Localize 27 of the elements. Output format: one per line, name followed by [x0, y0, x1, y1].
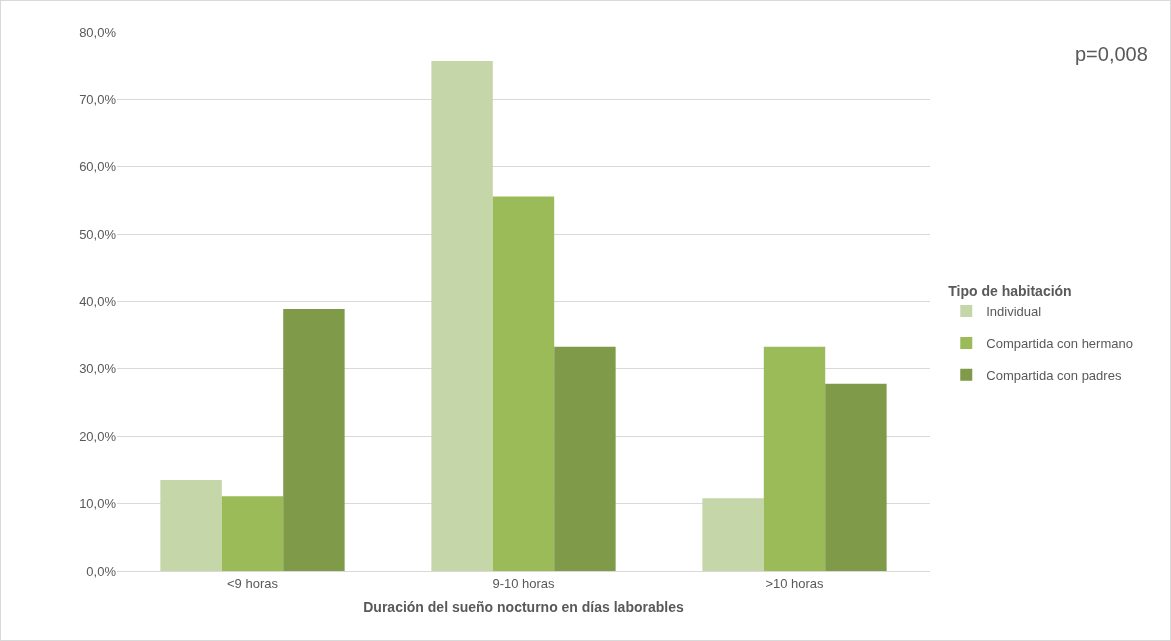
y-tick-label: 60,0% [79, 159, 117, 175]
bar [492, 196, 555, 571]
bar [221, 496, 284, 571]
bar [283, 308, 345, 571]
y-tick-label: 40,0% [79, 294, 117, 310]
x-tick-label: >10 horas [765, 575, 825, 591]
bar [160, 480, 222, 571]
bar [702, 498, 764, 571]
legend-label: Compartida con hermano [986, 335, 1133, 351]
y-tick-label: 10,0% [79, 496, 117, 512]
y-tick-label: 20,0% [79, 428, 117, 444]
bar [763, 346, 826, 571]
y-tick-label: 50,0% [79, 226, 117, 242]
bar [554, 346, 616, 571]
y-tick-label: 70,0% [79, 91, 117, 107]
bar [431, 60, 493, 571]
y-tick-label: 0,0% [86, 563, 117, 579]
x-tick-label: 9-10 horas [492, 575, 556, 591]
legend-label: Compartida con padres [986, 367, 1122, 383]
y-tick-label: 30,0% [79, 361, 117, 377]
bar [825, 383, 887, 571]
x-tick-label: <9 horas [227, 575, 279, 591]
legend-label: Individual [986, 304, 1042, 320]
legend-title: Tipo de habitación [948, 283, 1072, 300]
text: p=0,008 [1075, 43, 1148, 65]
y-tick-label: 80,0% [79, 24, 117, 40]
x-axis-title: Duración del sueño nocturno en días laborables [363, 598, 684, 615]
